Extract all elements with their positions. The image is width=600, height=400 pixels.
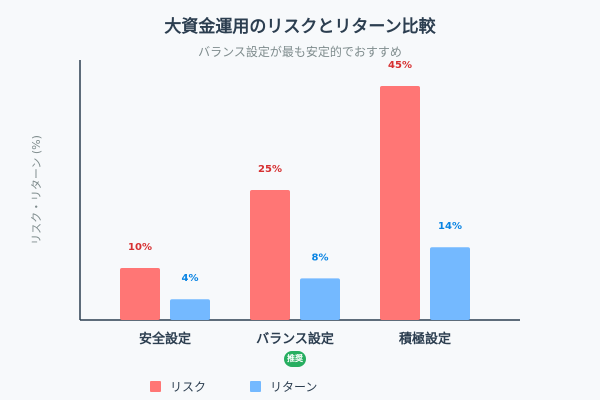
data-label-risk-2: 45% xyxy=(388,60,412,71)
legend-label-return: リターン xyxy=(270,380,318,394)
bar-risk-1 xyxy=(250,190,290,320)
legend-swatch-risk xyxy=(150,381,161,392)
recommended-badge: 推奨 xyxy=(284,351,306,367)
x-tick-label-2: 積極設定 xyxy=(398,331,451,347)
bar-return-2 xyxy=(430,247,470,320)
data-label-risk-0: 10% xyxy=(128,242,152,253)
bar-risk-2 xyxy=(380,86,420,320)
data-label-return-1: 8% xyxy=(312,252,329,263)
legend: リスク リターン xyxy=(0,378,600,394)
data-label-return-2: 14% xyxy=(438,221,462,232)
x-tick-label-1: バランス設定 xyxy=(256,331,334,347)
bar-return-0 xyxy=(170,299,210,320)
chart-title: 大資金運用のリスクとリターン比較 xyxy=(164,17,436,37)
legend-swatch-return xyxy=(250,381,261,392)
chart-subtitle: バランス設定が最も安定的でおすすめ xyxy=(198,45,402,59)
x-tick-label-0: 安全設定 xyxy=(139,331,191,347)
legend-label-risk: リスク xyxy=(170,380,207,394)
bar-risk-0 xyxy=(120,268,160,320)
legend-item-risk: リスク xyxy=(150,378,206,395)
data-label-risk-1: 25% xyxy=(258,164,282,175)
legend-item-return: リターン xyxy=(250,378,317,395)
bar-return-1 xyxy=(300,278,340,320)
data-label-return-0: 4% xyxy=(182,273,199,284)
